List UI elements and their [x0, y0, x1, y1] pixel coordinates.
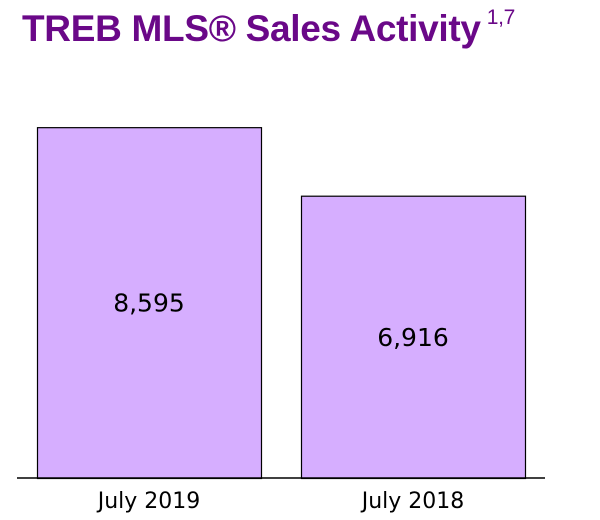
x-tick-label: July 2019 — [96, 489, 201, 514]
data-label: 8,595 — [113, 289, 185, 318]
bar-july-2018 — [300, 195, 527, 480]
x-tick-label: July 2018 — [360, 489, 465, 514]
chart-title-text: TREB MLS® Sales Activity — [22, 8, 481, 49]
chart-title: TREB MLS® Sales Activity 1,7 — [22, 5, 516, 50]
data-label: 6,916 — [377, 323, 449, 352]
bar-july-2019 — [36, 127, 263, 480]
title-footnote: 1,7 — [486, 5, 516, 29]
